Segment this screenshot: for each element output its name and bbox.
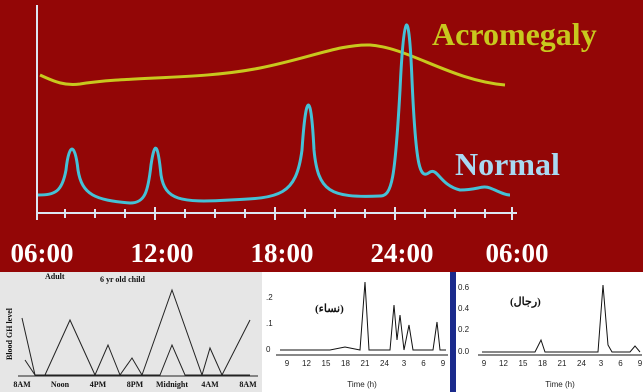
x-tick-label: 18:00 [251, 238, 314, 268]
x-tick-label: 24:00 [371, 238, 434, 268]
x-tick-label: 21 [361, 359, 370, 368]
x-tick-label: 21 [558, 359, 567, 368]
acromegaly-label: Acromegaly [432, 16, 597, 52]
x-tick-label: 8PM [127, 380, 144, 389]
x-tick-label: 3 [402, 359, 407, 368]
panel-title: (رجال) [510, 296, 541, 308]
x-tick-label: 8AM [13, 380, 31, 389]
x-tick-label: 18 [341, 359, 350, 368]
left-curve-2 [24, 343, 250, 376]
panel-title: (نساء) [315, 303, 344, 315]
x-tick-label: 12:00 [131, 238, 194, 268]
x-tick-label: Noon [51, 380, 70, 389]
legend-adult: Adult [45, 272, 65, 281]
panel-left [0, 272, 262, 392]
x-tick-label: 06:00 [11, 238, 74, 268]
y-label: Blood GH level [5, 307, 14, 360]
x-title: Time (h) [347, 380, 377, 389]
x-tick-label: 4AM [201, 380, 219, 389]
x-tick-label: 15 [322, 359, 331, 368]
x-tick-label: 4PM [90, 380, 107, 389]
x-tick-label: 3 [599, 359, 604, 368]
x-tick-label: 24 [577, 359, 586, 368]
legend-child: 6 yr old child [100, 275, 146, 284]
x-tick-label: 9 [638, 359, 643, 368]
x-tick-label: 9 [285, 359, 290, 368]
x-title: Time (h) [545, 380, 575, 389]
x-tick-label: 12 [302, 359, 311, 368]
y-tick-label: 0.6 [458, 283, 470, 292]
main-background [0, 0, 643, 272]
y-tick-label: 0.4 [458, 304, 470, 313]
x-tick-label: 06:00 [486, 238, 549, 268]
normal-curve [37, 23, 511, 205]
y-tick-label: .1 [266, 319, 273, 328]
x-tick-label: 8AM [239, 380, 257, 389]
x-tick-label: 6 [618, 359, 623, 368]
divider [450, 272, 456, 392]
x-ticks [36, 207, 513, 220]
panel-right [456, 272, 643, 392]
x-tick-label: 9 [482, 359, 487, 368]
x-tick-label: 9 [441, 359, 446, 368]
normal-label: Normal [455, 146, 560, 182]
y-tick-label: .2 [266, 293, 273, 302]
right-curve [482, 284, 641, 353]
panel-middle [262, 272, 450, 392]
x-tick-label: 15 [519, 359, 528, 368]
acromegaly-curve [39, 43, 506, 87]
left-curve [21, 288, 251, 377]
x-tick-label: 24 [380, 359, 389, 368]
x-tick-label: 6 [421, 359, 426, 368]
middle-curve [280, 281, 446, 351]
y-tick-label: 0 [266, 345, 271, 354]
x-tick-label: 12 [499, 359, 508, 368]
x-tick-label: 18 [538, 359, 547, 368]
x-tick-label: Midnight [156, 380, 188, 389]
y-tick-label: 0.2 [458, 325, 470, 334]
y-tick-label: 0.0 [458, 347, 470, 356]
